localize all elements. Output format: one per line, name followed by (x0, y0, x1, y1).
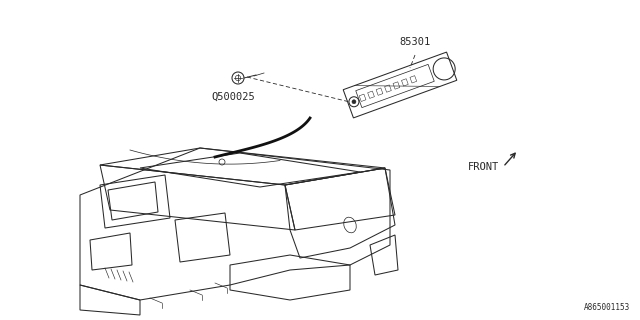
Text: A865001153: A865001153 (584, 303, 630, 312)
Text: Q500025: Q500025 (211, 92, 255, 102)
Text: 85301: 85301 (399, 37, 431, 47)
Text: FRONT: FRONT (468, 162, 499, 172)
Circle shape (352, 100, 356, 104)
